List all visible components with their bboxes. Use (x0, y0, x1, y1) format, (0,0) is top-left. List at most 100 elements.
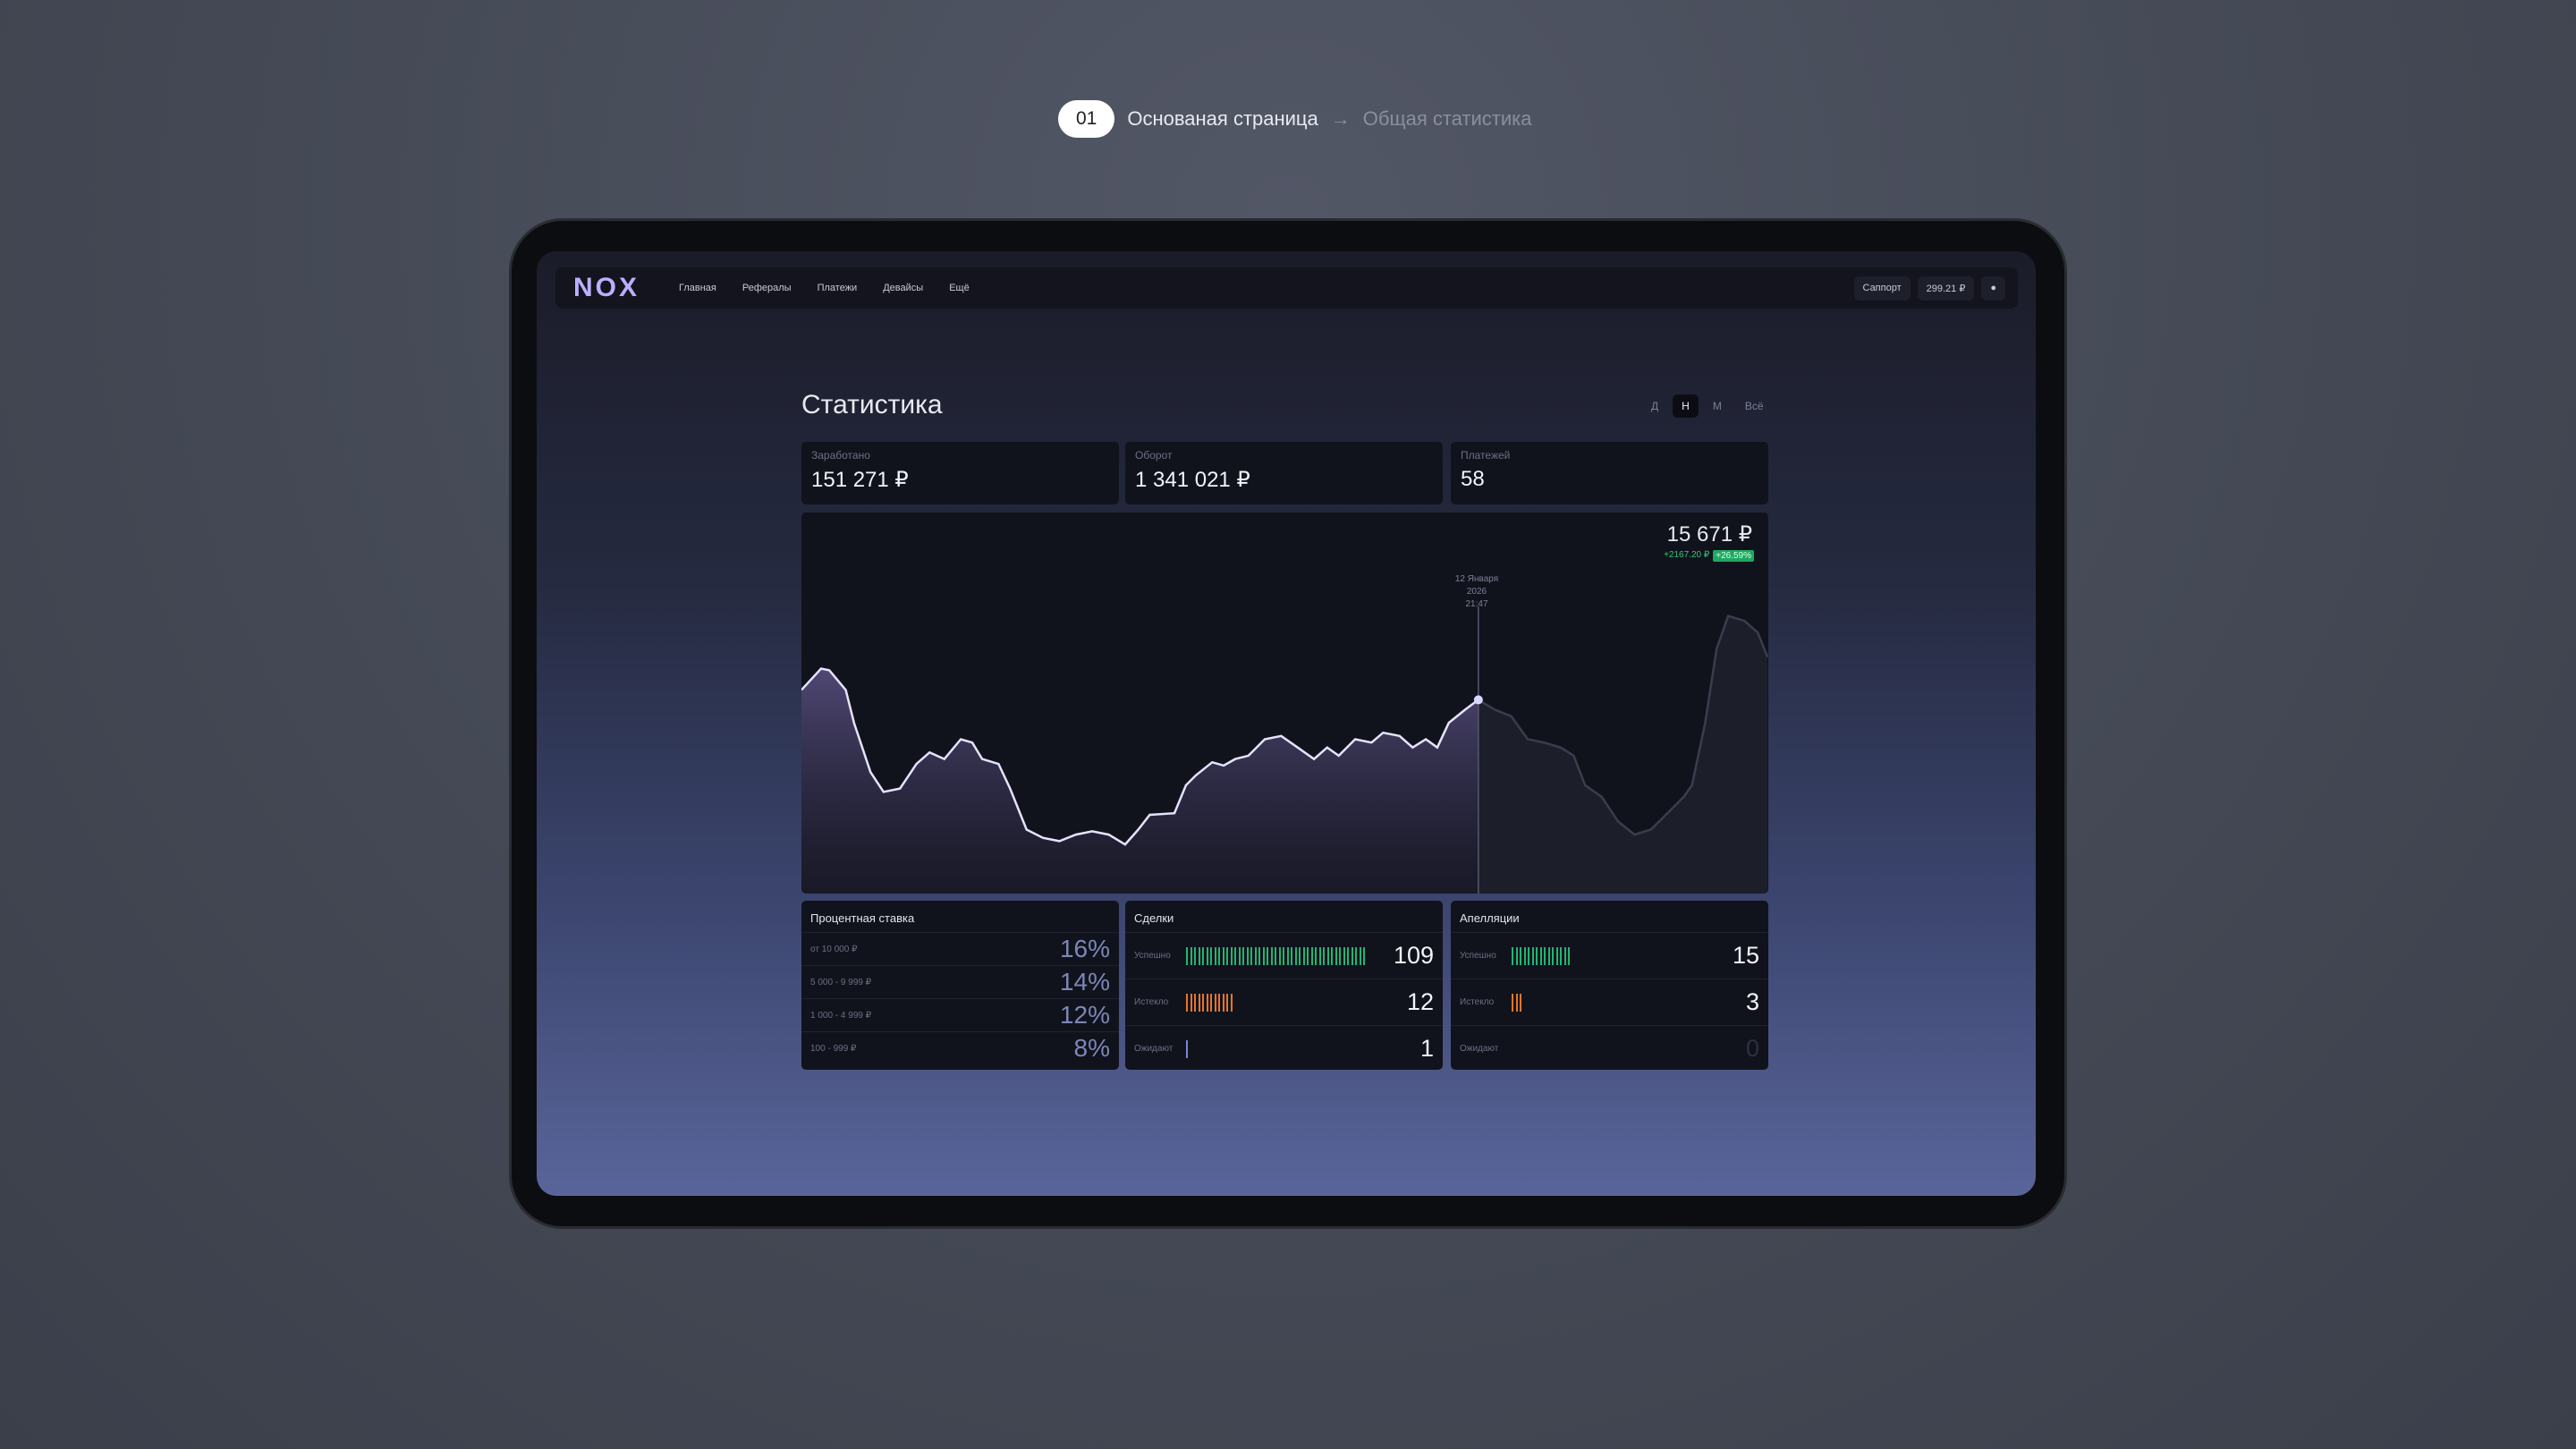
period-tabs: Д Н М Всё (1642, 394, 1773, 418)
bar-tick (1186, 1039, 1188, 1058)
bar-tick (1523, 946, 1526, 965)
bar-tick (1278, 946, 1281, 965)
bar-tick (1238, 946, 1241, 965)
stat-value: 58 (1461, 467, 1485, 491)
bar-tick (1307, 946, 1309, 965)
bar-tick (1222, 993, 1224, 1012)
bar-tick (1315, 946, 1317, 965)
bar-tick (1226, 946, 1228, 965)
stat-value: 1 341 021 ₽ (1135, 468, 1250, 492)
count-label: Ожидают (1134, 1044, 1174, 1054)
nav-link[interactable]: Рефералы (741, 283, 792, 293)
period-tab[interactable]: Д (1651, 400, 1659, 412)
nav-link[interactable]: Главная (679, 283, 716, 293)
bar-tick (1318, 946, 1321, 965)
period-tab[interactable]: Н (1673, 394, 1699, 418)
nav-right: Саппорт 299.21 ₽ ● (1853, 275, 2005, 301)
count-row: Ожидают 0 (1451, 1025, 1768, 1072)
card-title[interactable]: Апелляции (1460, 911, 1520, 925)
bar-tick (1250, 946, 1252, 965)
count-row: Истекло 3 (1451, 979, 1768, 1025)
bar-tick (1230, 993, 1233, 1012)
rate-label: от 10 000 ₽ (810, 944, 858, 954)
tooltip: 12 Января 2026 21:47 (1445, 573, 1508, 611)
bar-tick (1302, 946, 1305, 965)
change-percent: +26.59% (1713, 550, 1754, 562)
bar-tick (1214, 993, 1216, 1012)
bar-tick (1194, 946, 1196, 965)
bar-tick (1310, 946, 1313, 965)
stat-label: Платежей (1461, 449, 1511, 462)
count-value: 3 (1745, 988, 1759, 1015)
rate-value: 16% (1059, 935, 1110, 962)
card-title[interactable]: Сделки (1134, 911, 1174, 925)
logo[interactable]: NOX (573, 273, 640, 302)
bar-tick (1560, 946, 1562, 965)
screen: NOX Главная Рефералы Платежи Девайсы Ещё… (537, 251, 2036, 1196)
bar-tick (1218, 946, 1220, 965)
stat-label: Оборот (1135, 449, 1173, 462)
rate-row: от 10 000 ₽ 16% (801, 932, 1119, 965)
period-tab[interactable]: Всё (1744, 400, 1764, 412)
bar-tick (1294, 946, 1297, 965)
arrow: → (1330, 107, 1351, 130)
chart-graphic (801, 606, 1768, 894)
bar-tick (1206, 946, 1208, 965)
bar-tick (1210, 946, 1212, 965)
bar-tick (1568, 946, 1570, 965)
count-label: Успешно (1134, 951, 1171, 961)
chart-card: 15 671 ₽ +2167.20 ₽ +26.59% 12 Января 20… (801, 513, 1768, 894)
bar-tick (1267, 946, 1268, 965)
bar-tick (1520, 946, 1521, 965)
bar-tick (1291, 946, 1292, 965)
count-row: Успешно 109 (1125, 932, 1443, 979)
bar-tick (1359, 946, 1361, 965)
rate-row: 100 - 999 ₽ 8% (801, 1031, 1119, 1064)
profile-button[interactable]: ● (1981, 275, 2005, 301)
bar-tick (1186, 946, 1188, 965)
bar-tick (1536, 946, 1538, 965)
nav-link[interactable]: Девайсы (883, 283, 924, 293)
period-tab[interactable]: М (1712, 400, 1722, 412)
count-label: Истекло (1134, 997, 1169, 1007)
count-label: Истекло (1460, 997, 1495, 1007)
rate-value: 8% (1073, 1034, 1110, 1062)
bar-tick (1194, 993, 1196, 1012)
step-badge: 01 (1058, 100, 1115, 138)
bar-tick (1351, 946, 1353, 965)
bar-tick (1254, 946, 1257, 965)
chart-change: +2167.20 ₽ +26.59% (1664, 550, 1754, 562)
bar-tick (1270, 946, 1273, 965)
info-card: Апелляции Успешно 15 Истекло 3 Ожидают 0 (1451, 901, 1768, 1070)
rate-value: 14% (1059, 968, 1110, 996)
bar-tick (1528, 946, 1530, 965)
support-button[interactable]: Саппорт (1853, 275, 1911, 301)
bar-tick (1190, 993, 1192, 1012)
area-fill-dim (1478, 615, 1768, 894)
area-fill (801, 668, 1479, 894)
card-title[interactable]: Процентная ставка (810, 911, 915, 925)
bar-tick (1343, 946, 1345, 965)
nav-link[interactable]: Ещё (949, 283, 970, 293)
bar-strip (1186, 993, 1233, 1012)
bar-tick (1230, 946, 1233, 965)
bar-tick (1206, 993, 1208, 1012)
crumb-current[interactable]: Основаная страница (1127, 107, 1318, 130)
rate-label: 1 000 - 4 999 ₽ (810, 1010, 872, 1021)
nav-link[interactable]: Платежи (817, 283, 858, 293)
count-value: 12 (1406, 988, 1434, 1015)
count-value: 15 (1732, 942, 1759, 969)
bar-tick (1515, 946, 1518, 965)
crumb-next[interactable]: Общая статистика (1362, 107, 1532, 130)
count-value: 109 (1393, 942, 1434, 969)
rate-label: 5 000 - 9 999 ₽ (810, 977, 872, 987)
bar-tick (1326, 946, 1329, 965)
bar-tick (1222, 946, 1224, 965)
balance-button[interactable]: 299.21 ₽ (1917, 275, 1975, 301)
stat-card: Оборот 1 341 021 ₽ (1125, 442, 1443, 504)
bar-tick (1275, 946, 1276, 965)
bar-tick (1335, 946, 1337, 965)
bar-tick (1555, 946, 1558, 965)
bar-tick (1339, 946, 1341, 965)
breadcrumb: 01 Основаная страница → Общая статистика (1058, 100, 1532, 138)
